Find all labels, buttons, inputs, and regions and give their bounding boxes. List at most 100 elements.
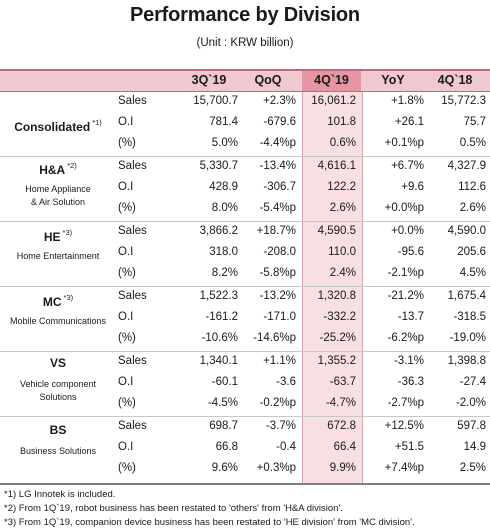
table-row: Sales 5,330.7 -13.4% 4,616.1 +6.7% 4,327.9	[0, 159, 490, 177]
cell-qoq: -13.4%	[259, 160, 296, 172]
metric-label: (%)	[118, 462, 136, 474]
cell-3q19: 781.4	[209, 116, 238, 128]
cell-yoy: +6.7%	[391, 160, 424, 172]
cell-4q19: -25.2%	[319, 332, 356, 344]
cell-4q19: 2.6%	[329, 202, 356, 214]
cell-yoy: +51.5	[394, 441, 424, 453]
cell-4q18: 2.6%	[459, 202, 486, 214]
metric-label: O.I	[118, 441, 134, 453]
division-name: HE *3)	[0, 228, 116, 244]
division-name: VS	[0, 356, 116, 370]
cell-4q18: -27.4	[459, 376, 486, 388]
cell-3q19: 9.6%	[211, 462, 238, 474]
cell-3q19: 1,522.3	[199, 290, 238, 302]
metric-label: O.I	[118, 181, 134, 193]
cell-yoy: +12.5%	[384, 420, 424, 432]
division-divider	[0, 351, 490, 352]
cell-qoq: +1.1%	[263, 355, 296, 367]
division-name-text: BS	[49, 423, 67, 437]
division-name: Consolidated *1)	[0, 118, 116, 134]
cell-4q19: 1,320.8	[317, 290, 356, 302]
cell-3q19: -10.6%	[201, 332, 238, 344]
col-header-yoy: YoY	[381, 73, 405, 87]
cell-4q19: -63.7	[329, 376, 356, 388]
table-row: (%) 5.0% -4.4%p 0.6% +0.1%p 0.5%	[0, 136, 490, 154]
division-name: H&A *2)	[0, 161, 116, 177]
cell-4q18: -318.5	[453, 311, 486, 323]
header-band	[0, 69, 490, 91]
cell-4q19: 66.4	[333, 441, 356, 453]
cell-4q19: 101.8	[327, 116, 356, 128]
cell-3q19: 318.0	[209, 246, 238, 258]
table-row: O.I 66.8 -0.4 66.4 +51.5 14.9	[0, 440, 490, 458]
table-row: (%) 9.6% +0.3%p 9.9% +7.4%p 2.5%	[0, 461, 490, 479]
cell-qoq: -3.6	[276, 376, 296, 388]
footnote-marker: *2)	[67, 161, 77, 170]
table-row: Sales 698.7 -3.7% 672.8 +12.5% 597.8	[0, 419, 490, 437]
highlight-header	[302, 69, 361, 91]
cell-4q18: -2.0%	[455, 397, 486, 409]
division-subtitle: & Air Solution	[30, 197, 86, 207]
cell-yoy: -13.7	[397, 311, 424, 323]
cell-4q19: 4,616.1	[317, 160, 356, 172]
cell-qoq: +0.3%p	[256, 462, 296, 474]
cell-qoq: -306.7	[263, 181, 296, 193]
division-subtitle: Home Entertainment	[16, 251, 100, 261]
metric-label: Sales	[118, 290, 147, 302]
cell-4q19: 2.4%	[329, 267, 356, 279]
division-subtitle: Home Appliance	[25, 184, 91, 194]
cell-qoq: -3.7%	[265, 420, 296, 432]
cell-yoy: -2.1%p	[387, 267, 424, 279]
cell-4q18: 597.8	[457, 420, 486, 432]
cell-qoq: -13.2%	[259, 290, 296, 302]
cell-qoq: -208.0	[263, 246, 296, 258]
table-row: Sales 1,340.1 +1.1% 1,355.2 -3.1% 1,398.8	[0, 354, 490, 372]
cell-3q19: 5.0%	[211, 137, 238, 149]
header-rule	[0, 91, 490, 92]
cell-4q19: -332.2	[323, 311, 356, 323]
cell-yoy: -2.7%p	[387, 397, 424, 409]
metric-label: O.I	[118, 376, 134, 388]
cell-4q18: 2.5%	[459, 462, 486, 474]
cell-3q19: 15,700.7	[193, 95, 238, 107]
metric-label: (%)	[118, 137, 136, 149]
cell-4q18: 4,590.0	[447, 225, 486, 237]
cell-3q19: 428.9	[209, 181, 238, 193]
cell-qoq: -4.4%p	[259, 137, 296, 149]
col-header-3q19: 3Q`19	[191, 73, 227, 87]
cell-yoy: -36.3	[397, 376, 424, 388]
cell-4q19: 9.9%	[329, 462, 356, 474]
cell-yoy: +1.8%	[391, 95, 424, 107]
division-subtitle: Vehicle component	[19, 379, 97, 389]
cell-3q19: -4.5%	[207, 397, 238, 409]
cell-3q19: 5,330.7	[199, 160, 238, 172]
table-row: (%) 8.2% -5.8%p 2.4% -2.1%p 4.5%	[0, 266, 490, 284]
col-header-qoq: QoQ	[254, 73, 282, 87]
cell-4q18: -19.0%	[449, 332, 486, 344]
cell-4q18: 112.6	[458, 181, 486, 193]
footnote-3: *3) From 1Q`19, companion device busines…	[4, 517, 415, 528]
cell-yoy: +0.0%	[391, 225, 424, 237]
division-divider	[0, 156, 490, 157]
footnote-marker: *1)	[92, 118, 102, 127]
cell-qoq: -5.8%p	[259, 267, 296, 279]
cell-3q19: 8.2%	[211, 267, 238, 279]
division-divider	[0, 221, 490, 222]
metric-label: Sales	[118, 355, 147, 367]
metric-label: O.I	[118, 311, 134, 323]
table-row: Sales 15,700.7 +2.3% 16,061.2 +1.8% 15,772.3	[0, 94, 490, 112]
cell-yoy: +0.1%p	[384, 137, 424, 149]
metric-label: O.I	[118, 116, 134, 128]
cell-yoy: -6.2%p	[387, 332, 424, 344]
col-header-4q18: 4Q`18	[437, 73, 473, 87]
bottom-rule	[0, 483, 490, 485]
division-divider	[0, 416, 490, 417]
division-name-text: Consolidated	[14, 120, 91, 134]
cell-4q19: 122.2	[327, 181, 356, 193]
division-name: MC *3)	[0, 293, 116, 309]
table-row: Sales 3,866.2 +18.7% 4,590.5 +0.0% 4,590.0	[0, 224, 490, 242]
cell-qoq: +18.7%	[256, 225, 296, 237]
top-rule	[0, 69, 490, 71]
table-row: O.I -60.1 -3.6 -63.7 -36.3 -27.4	[0, 375, 490, 393]
division-name-text: VS	[49, 356, 66, 370]
